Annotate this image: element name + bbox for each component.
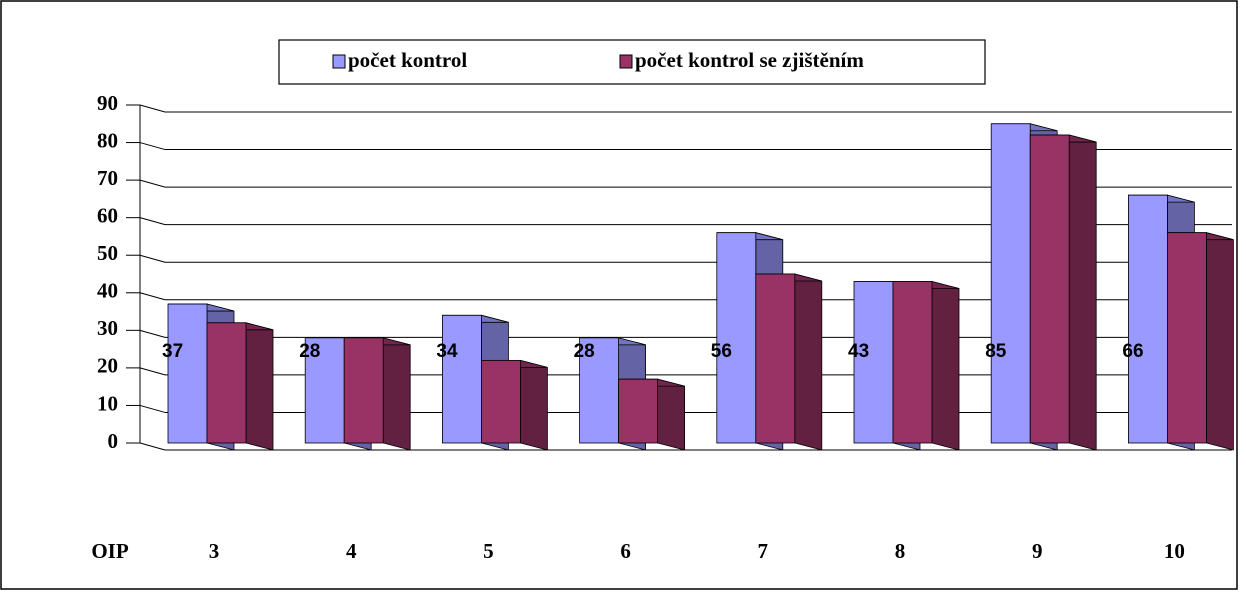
x-tick-label: 5	[483, 539, 494, 563]
grid-line	[139, 217, 166, 226]
bar-side	[245, 322, 274, 451]
y-tick-label: 30	[97, 316, 118, 340]
data-label: 28	[574, 341, 595, 362]
x-tick-label: 6	[620, 539, 631, 563]
y-tick-label: 80	[97, 128, 118, 152]
x-tick-label: 10	[1164, 539, 1185, 563]
grid-line	[139, 142, 166, 151]
data-label: 56	[711, 341, 732, 362]
y-tick-label: 70	[97, 166, 118, 190]
grid-line	[139, 104, 166, 113]
y-tick-label: 60	[97, 203, 118, 227]
grid-line	[139, 442, 166, 451]
bar	[1128, 194, 1168, 444]
bar	[343, 337, 384, 444]
bar	[853, 281, 894, 444]
bar	[579, 337, 619, 444]
bar-side	[382, 337, 411, 451]
bar	[304, 337, 345, 444]
bar	[892, 281, 933, 444]
bar	[206, 322, 247, 444]
data-label: 85	[985, 341, 1007, 362]
grid-line	[139, 404, 166, 413]
y-tick-label: 90	[97, 91, 118, 115]
bar	[618, 378, 658, 444]
bar-side	[1206, 232, 1234, 451]
legend-swatch	[619, 54, 633, 69]
bar	[167, 303, 208, 444]
grid-line	[139, 254, 166, 263]
bar	[990, 123, 1031, 444]
y-tick-label: 50	[97, 241, 118, 265]
y-tick-label: 40	[97, 279, 118, 303]
x-tick-label: 4	[346, 539, 357, 563]
bar	[1029, 134, 1070, 444]
grid-line	[139, 292, 166, 301]
grid-line	[139, 179, 166, 188]
legend-swatch	[332, 54, 346, 69]
bar-side	[931, 280, 960, 451]
data-label: 28	[299, 341, 320, 362]
bar	[480, 359, 521, 444]
x-tick-label: 9	[1032, 539, 1043, 563]
data-label: 37	[162, 341, 183, 362]
legend-label: počet kontrol	[348, 48, 467, 72]
x-axis-label: OIP	[91, 539, 129, 563]
legend-label: počet kontrol se zjištěním	[635, 48, 864, 72]
y-tick-label: 20	[97, 354, 118, 378]
grid-line	[139, 329, 166, 338]
grid-line	[139, 367, 166, 376]
x-tick-label: 8	[895, 539, 906, 563]
bar-side	[657, 378, 685, 451]
x-tick-label: 3	[209, 539, 220, 563]
y-tick-label: 0	[108, 429, 119, 453]
bar	[441, 314, 482, 444]
data-label: 43	[848, 341, 869, 362]
x-tick-label: 7	[758, 539, 769, 563]
data-label: 34	[436, 341, 458, 362]
bar	[1167, 232, 1207, 444]
bar	[755, 273, 796, 444]
bar-side	[794, 273, 823, 451]
data-label: 66	[1122, 341, 1143, 362]
bar	[716, 232, 757, 444]
bar-side	[1068, 134, 1097, 451]
bar-side	[520, 359, 548, 451]
y-tick-label: 10	[97, 391, 118, 415]
